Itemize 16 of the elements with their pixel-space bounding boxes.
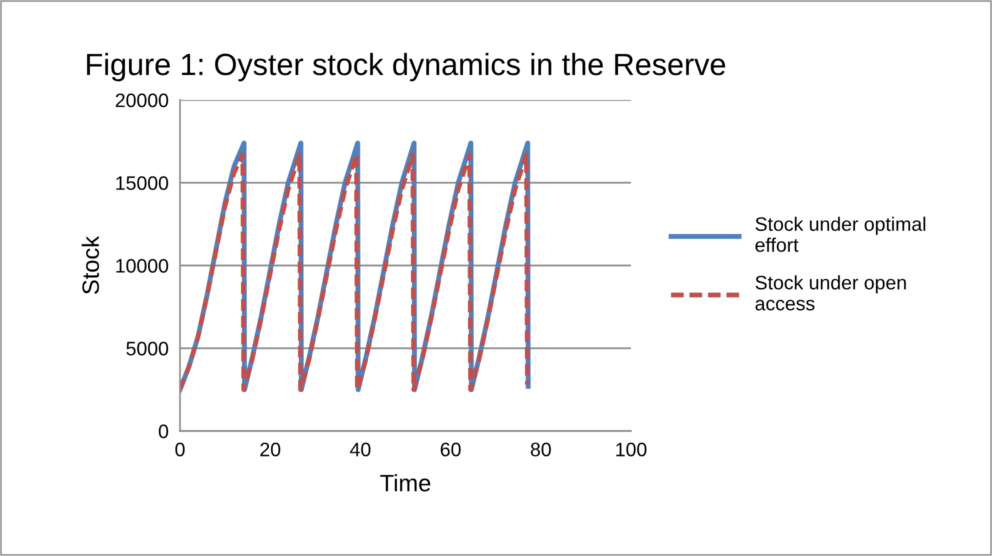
chart-title: Figure 1: Oyster stock dynamics in the Reserve <box>87 52 726 82</box>
y-axis-title: Stock <box>82 236 100 294</box>
y-tick-label: 5000 <box>126 342 168 356</box>
y-tick-label: 20000 <box>116 93 168 108</box>
x-tick-label: 40 <box>350 442 370 456</box>
x-tick-label: 20 <box>260 442 280 456</box>
y-tick-label: 15000 <box>116 176 168 190</box>
x-tick-label: 80 <box>530 442 551 456</box>
x-tick-label: 60 <box>440 442 461 456</box>
legend-label: Stock under optimal effort <box>755 216 926 252</box>
x-tick-label: 0 <box>175 442 185 456</box>
y-tick-label: 0 <box>158 424 168 438</box>
x-axis-title: Time <box>380 474 430 492</box>
legend-label: Stock under open access <box>755 275 906 310</box>
x-tick-label: 100 <box>616 442 646 456</box>
y-tick-label: 10000 <box>116 258 168 273</box>
